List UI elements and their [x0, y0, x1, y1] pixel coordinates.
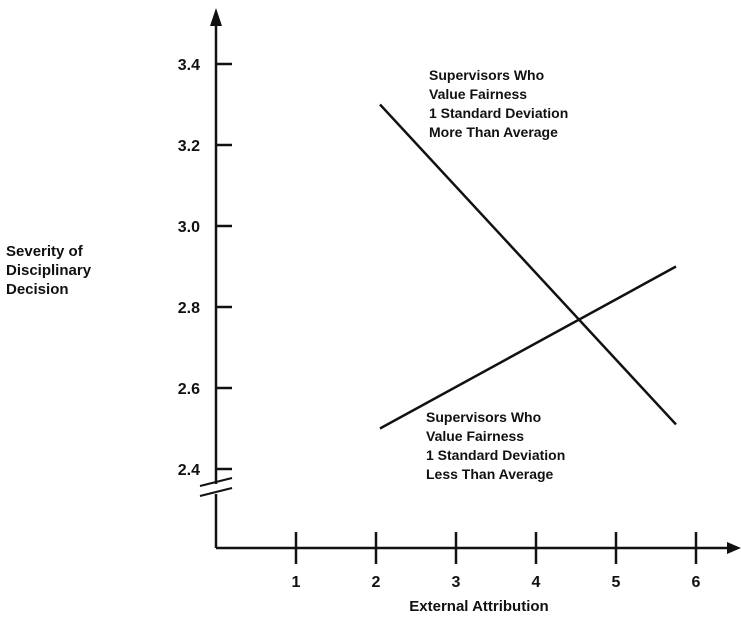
- annotation-less-line-1: Supervisors Who: [426, 409, 541, 425]
- y-tick-label: 3.0: [178, 219, 200, 236]
- series-line-less-than-average: [379, 265, 677, 430]
- annotation-less-line-4: Less Than Average: [426, 466, 554, 482]
- y-axis-label: Severity of Disciplinary Decision: [6, 243, 95, 298]
- x-tick-label: 5: [612, 574, 621, 591]
- annotation-more-line-3: 1 Standard Deviation: [429, 105, 568, 121]
- annotation-less-line-3: 1 Standard Deviation: [426, 447, 565, 463]
- y-axis-arrow: [210, 8, 222, 26]
- y-axis-break-mark-lower: [199, 487, 233, 497]
- series-line-more-than-average: [379, 103, 677, 426]
- y-axis-label-line-3: Decision: [6, 281, 69, 298]
- y-tick-label: 2.8: [178, 300, 200, 317]
- y-tick-label: 2.6: [178, 381, 200, 398]
- y-axis-label-line-1: Severity of: [6, 243, 84, 260]
- x-axis-label: External Attribution: [409, 598, 548, 615]
- plot-area: 2.4 2.6 2.8 3.0 3.2 3.4 1 2 3 4 5 6 Severity of Di…: [6, 8, 741, 615]
- y-tick-label: 3.2: [178, 138, 200, 155]
- annotation-more-line-4: More Than Average: [429, 124, 558, 140]
- annotation-less-line-2: Value Fairness: [426, 428, 524, 444]
- annotation-more-line-1: Supervisors Who: [429, 67, 544, 83]
- x-tick-label: 6: [692, 574, 701, 591]
- y-axis-label-line-2: Disciplinary: [6, 262, 92, 279]
- x-tick-label: 3: [452, 574, 461, 591]
- annotation-less-than-average: Supervisors Who Value Fairness 1 Standar…: [426, 409, 569, 482]
- y-axis-break-mark-upper: [199, 477, 233, 487]
- x-tick-label: 1: [292, 574, 301, 591]
- annotation-more-line-2: Value Fairness: [429, 86, 527, 102]
- annotation-more-than-average: Supervisors Who Value Fairness 1 Standar…: [429, 67, 572, 140]
- y-tick-label: 2.4: [178, 462, 200, 479]
- x-axis-arrow: [727, 542, 741, 554]
- y-tick-label: 3.4: [178, 57, 200, 74]
- x-ticks: 1 2 3 4 5 6: [292, 532, 701, 591]
- x-tick-label: 2: [372, 574, 381, 591]
- series-lines: [379, 103, 677, 430]
- x-tick-label: 4: [532, 574, 541, 591]
- y-ticks: 2.4 2.6 2.8 3.0 3.2 3.4: [178, 57, 232, 479]
